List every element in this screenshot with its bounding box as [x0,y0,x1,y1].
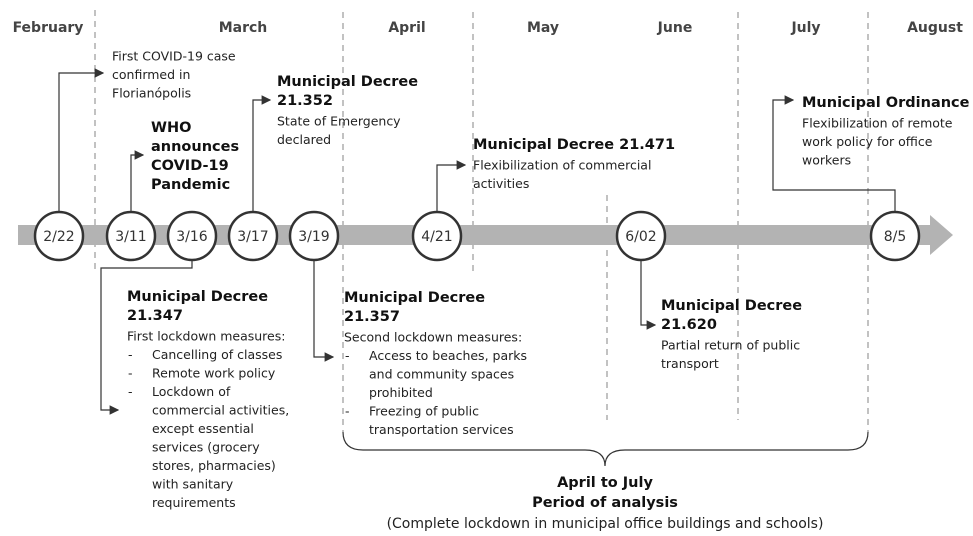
bullet-text: with sanitary [152,477,234,492]
period-note: (Complete lockdown in municipal office b… [387,516,824,532]
event-title: 21.347 [127,308,183,324]
bullet-dash: - [345,348,350,363]
event-text: workers [802,153,851,168]
bullet-text: Cancelling of classes [152,347,282,362]
event-title: COVID-19 [151,158,229,174]
event-title: Municipal Decree [344,290,485,306]
event-text: State of Emergency [277,114,401,129]
event-text: Florianópolis [112,86,191,101]
bullet-text: services (grocery [152,440,260,455]
event-title: 21.620 [661,317,717,333]
event-title: Municipal Ordinance [802,95,970,111]
event-title: 21.352 [277,93,333,109]
event-title: Municipal Decree [277,74,418,90]
bullet-text: stores, pharmacies) [152,458,276,473]
date-node [105,210,157,262]
event-text: Second lockdown measures: [344,330,522,345]
connectors [58,68,896,415]
event-text: work policy for office [802,134,933,149]
event-text: First COVID-19 case [112,49,236,64]
bullet-text: commercial activities, [152,403,289,418]
event-title: Pandemic [151,177,230,193]
event-text: Flexibilization of remote [802,116,953,131]
bullet-text: except essential [152,421,254,436]
event-title: Municipal Decree [127,289,268,305]
month-label: June [657,20,693,36]
event-text: declared [277,132,331,147]
month-label: August [907,20,963,36]
bullet-text: prohibited [369,385,433,400]
event-title: 21.357 [344,309,400,325]
event-text: activities [473,176,529,191]
period-brace [342,431,869,467]
date-label: 3/19 [298,229,329,245]
month-label: July [790,20,820,36]
event-text: confirmed in [112,67,190,82]
bullet-text: Access to beaches, parks [369,348,527,363]
event-text: transport [661,356,719,371]
bullet-text: Remote work policy [152,366,276,381]
date-node [411,210,463,262]
date-label: 3/17 [237,229,268,245]
month-label: March [219,20,268,36]
date-node [869,210,921,262]
event-text: First lockdown measures: [127,329,285,344]
date-label: 6/02 [625,229,656,245]
date-label: 3/11 [115,229,146,245]
bullet-dash: - [128,347,133,362]
period-title: April to July [557,475,653,491]
bullet-text: Lockdown of [152,384,231,399]
event-text: Partial return of public [661,338,800,353]
date-node [615,210,667,262]
date-node [166,210,218,262]
date-label: 4/21 [421,229,452,245]
timeline-arrow [18,215,953,255]
date-node [33,210,85,262]
date-label: 2/22 [43,229,74,245]
event-title: WHO [151,120,191,136]
period-title: Period of analysis [532,495,678,511]
date-node [227,210,279,262]
month-label: February [13,20,84,36]
bullet-text: transportation services [369,422,514,437]
event-title: announces [151,139,239,155]
bullet-text: Freezing of public [369,404,479,419]
bullet-dash: - [128,366,133,381]
date-node [288,210,340,262]
date-label: 8/5 [884,229,907,245]
month-label: May [527,20,559,36]
event-text: Flexibilization of commercial [473,158,651,173]
bullet-text: and community spaces [369,367,514,382]
event-title: Municipal Decree [661,298,802,314]
bullet-text: requirements [152,495,236,510]
bullet-dash: - [345,404,350,419]
date-label: 3/16 [176,229,208,245]
month-label: April [388,20,425,36]
bullet-dash: - [128,384,133,399]
event-title: Municipal Decree 21.471 [473,137,675,153]
